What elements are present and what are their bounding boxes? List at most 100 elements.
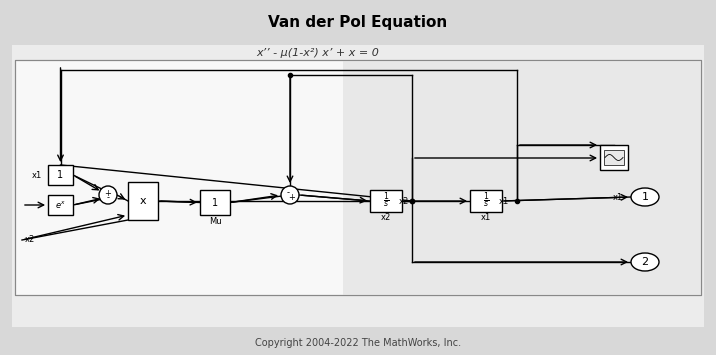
Bar bbox=[595, 180, 630, 215]
Bar bbox=[455, 285, 490, 320]
Bar bbox=[665, 320, 700, 355]
Bar bbox=[105, 250, 140, 285]
Bar bbox=[210, 250, 245, 285]
Bar bbox=[604, 150, 624, 165]
Bar bbox=[630, 145, 665, 180]
Bar bbox=[0, 0, 12, 355]
Bar bbox=[280, 0, 315, 5]
Bar bbox=[560, 145, 595, 180]
Bar bbox=[35, 285, 70, 320]
Bar bbox=[105, 285, 140, 320]
Bar bbox=[490, 180, 525, 215]
Bar bbox=[665, 145, 700, 180]
Bar bbox=[140, 180, 175, 215]
Bar bbox=[70, 110, 105, 145]
Bar bbox=[420, 0, 455, 5]
Bar bbox=[665, 75, 700, 110]
Bar bbox=[280, 250, 315, 285]
Bar bbox=[245, 110, 280, 145]
Bar bbox=[105, 5, 140, 40]
Bar bbox=[35, 0, 70, 5]
Bar bbox=[15, 60, 701, 295]
Text: Mu: Mu bbox=[208, 217, 221, 225]
Bar bbox=[420, 75, 455, 110]
Ellipse shape bbox=[631, 188, 659, 206]
Bar bbox=[700, 215, 716, 250]
Bar bbox=[210, 75, 245, 110]
Bar bbox=[35, 75, 70, 110]
Bar bbox=[175, 0, 210, 5]
Bar bbox=[420, 40, 455, 75]
Bar bbox=[0, 5, 35, 40]
Bar bbox=[455, 320, 490, 355]
Bar bbox=[665, 285, 700, 320]
Bar bbox=[490, 250, 525, 285]
Bar bbox=[630, 40, 665, 75]
Bar bbox=[70, 320, 105, 355]
Bar bbox=[525, 110, 560, 145]
Text: x1: x1 bbox=[613, 192, 623, 202]
Bar bbox=[315, 110, 350, 145]
Bar bbox=[0, 327, 716, 355]
Bar bbox=[630, 320, 665, 355]
Bar bbox=[175, 75, 210, 110]
Bar bbox=[210, 40, 245, 75]
Bar bbox=[245, 215, 280, 250]
Bar bbox=[210, 145, 245, 180]
Bar bbox=[0, 40, 35, 75]
Bar bbox=[0, 0, 716, 45]
Bar bbox=[560, 320, 595, 355]
Bar bbox=[455, 110, 490, 145]
Bar bbox=[630, 0, 665, 5]
Bar bbox=[210, 215, 245, 250]
Bar bbox=[350, 145, 385, 180]
Bar bbox=[525, 285, 560, 320]
Text: 1: 1 bbox=[57, 170, 64, 180]
Bar bbox=[420, 145, 455, 180]
Bar bbox=[350, 215, 385, 250]
Bar bbox=[140, 145, 175, 180]
Ellipse shape bbox=[631, 253, 659, 271]
Bar bbox=[490, 5, 525, 40]
Bar bbox=[175, 5, 210, 40]
Bar bbox=[105, 320, 140, 355]
Bar bbox=[630, 75, 665, 110]
Bar bbox=[70, 250, 105, 285]
Bar bbox=[280, 285, 315, 320]
Bar bbox=[490, 320, 525, 355]
Text: -: - bbox=[107, 193, 110, 202]
Bar bbox=[630, 215, 665, 250]
Bar bbox=[0, 285, 35, 320]
Bar bbox=[140, 75, 175, 110]
Bar bbox=[140, 0, 175, 5]
Bar bbox=[700, 320, 716, 355]
Bar bbox=[665, 215, 700, 250]
Bar bbox=[280, 180, 315, 215]
Bar bbox=[560, 5, 595, 40]
Bar bbox=[595, 250, 630, 285]
Bar bbox=[210, 180, 245, 215]
Bar bbox=[595, 75, 630, 110]
Bar bbox=[490, 145, 525, 180]
Bar bbox=[315, 285, 350, 320]
Bar bbox=[280, 320, 315, 355]
Bar bbox=[140, 110, 175, 145]
Bar bbox=[35, 320, 70, 355]
Bar bbox=[490, 285, 525, 320]
Bar bbox=[0, 145, 35, 180]
Bar bbox=[35, 40, 70, 75]
Bar bbox=[420, 285, 455, 320]
Bar bbox=[600, 145, 628, 170]
Bar bbox=[385, 215, 420, 250]
Bar bbox=[350, 250, 385, 285]
Bar bbox=[490, 110, 525, 145]
Bar bbox=[350, 75, 385, 110]
Bar bbox=[700, 0, 716, 5]
Bar bbox=[385, 285, 420, 320]
Bar bbox=[490, 75, 525, 110]
Bar bbox=[525, 0, 560, 5]
Bar bbox=[560, 250, 595, 285]
Bar bbox=[704, 0, 716, 355]
Bar bbox=[385, 5, 420, 40]
Bar bbox=[420, 5, 455, 40]
